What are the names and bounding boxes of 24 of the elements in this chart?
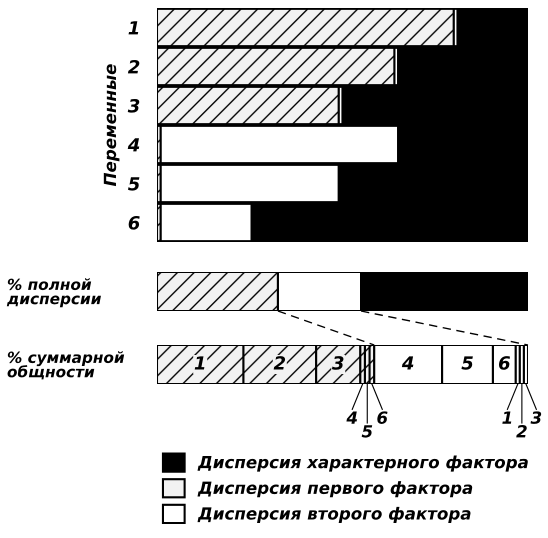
y-tick-label: 6: [128, 216, 140, 230]
y-tick-label: 1: [128, 21, 138, 34]
text: 3: [530, 411, 542, 424]
text: 1: [502, 412, 512, 424]
y-tick-label: 2: [128, 60, 140, 74]
annotation: 4: [402, 356, 414, 370]
annotation: 2: [274, 356, 286, 370]
y-tick-label: % суммарной общности: [8, 351, 124, 380]
legend-label: Дисперсия характерного фактора: [198, 456, 528, 472]
annotation: 1: [194, 356, 204, 370]
text: 2: [516, 424, 527, 438]
text: 6: [377, 411, 388, 424]
y-axis-title: Переменные: [104, 64, 120, 186]
y-tick-label: 5: [128, 177, 140, 191]
y-tick-label: 4: [128, 138, 140, 152]
annotation: 6: [498, 356, 510, 370]
text: 5: [362, 425, 372, 438]
text: 4: [346, 412, 358, 424]
y-tick-label: % полной дисперсии: [6, 278, 101, 308]
annotation: 5: [461, 356, 473, 370]
annotation: 3: [332, 356, 344, 370]
legend-label: Дисперсия первого фактора: [198, 481, 472, 498]
legend-label: Дисперсия второго фактора: [198, 506, 470, 523]
y-tick-label: 3: [128, 98, 140, 113]
